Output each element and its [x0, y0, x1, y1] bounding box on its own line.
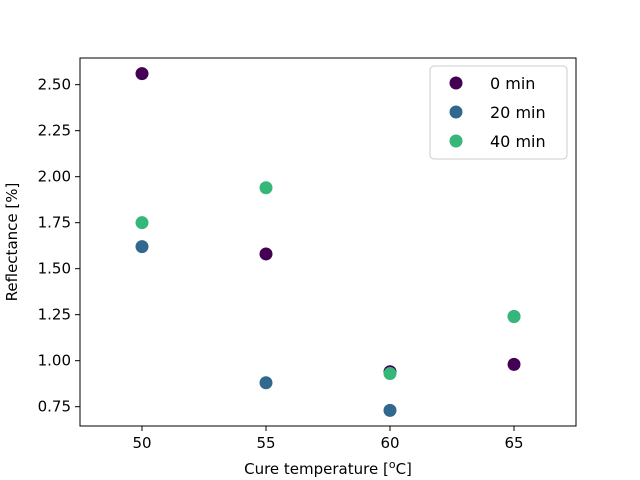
- data-point-series-1: [135, 67, 149, 81]
- data-point-series-3: [135, 216, 149, 230]
- x-axis-label-superscript: o: [389, 458, 396, 471]
- x-tick-label: 60: [380, 434, 399, 452]
- legend-label: 40 min: [490, 132, 546, 151]
- data-point-series-1: [259, 247, 273, 261]
- x-tick-label: 55: [256, 434, 275, 452]
- data-point-series-3: [259, 181, 273, 195]
- legend-label: 20 min: [490, 103, 546, 122]
- y-tick-label: 1.25: [38, 306, 71, 324]
- legend-marker: [449, 105, 463, 119]
- y-tick-label: 0.75: [38, 398, 71, 416]
- x-axis-label: Cure temperature [oC]: [244, 458, 412, 478]
- legend-box: [429, 65, 568, 160]
- x-tick-label: 50: [132, 434, 151, 452]
- data-point-series-2: [383, 403, 397, 417]
- y-tick-label: 2.25: [38, 122, 71, 140]
- data-point-series-2: [259, 376, 273, 390]
- legend: 0 min 20 min 40 min: [429, 65, 568, 160]
- y-tick-label: 1.00: [38, 352, 71, 370]
- data-point-series-3: [383, 367, 397, 381]
- x-tick-label: 65: [504, 434, 523, 452]
- y-tick-label: 2.50: [38, 76, 71, 94]
- x-axis-label-suffix: C]: [396, 460, 412, 478]
- y-axis-label: Reflectance [%]: [3, 183, 21, 302]
- x-axis-ticks: 50 55 60 65: [132, 426, 524, 452]
- data-points: [135, 67, 521, 417]
- data-point-series-3: [507, 310, 521, 324]
- data-point-series-1: [507, 357, 521, 371]
- legend-marker: [449, 76, 463, 90]
- y-tick-label: 2.00: [38, 168, 71, 186]
- data-point-series-2: [135, 240, 149, 254]
- y-tick-label: 1.75: [38, 214, 71, 232]
- y-axis-ticks: 0.75 1.00 1.25 1.50 1.75 2.00 2.25 2.50: [38, 76, 80, 416]
- legend-label: 0 min: [490, 74, 535, 93]
- legend-marker: [449, 134, 463, 148]
- y-tick-label: 1.50: [38, 260, 71, 278]
- plot-frame: [79, 57, 577, 427]
